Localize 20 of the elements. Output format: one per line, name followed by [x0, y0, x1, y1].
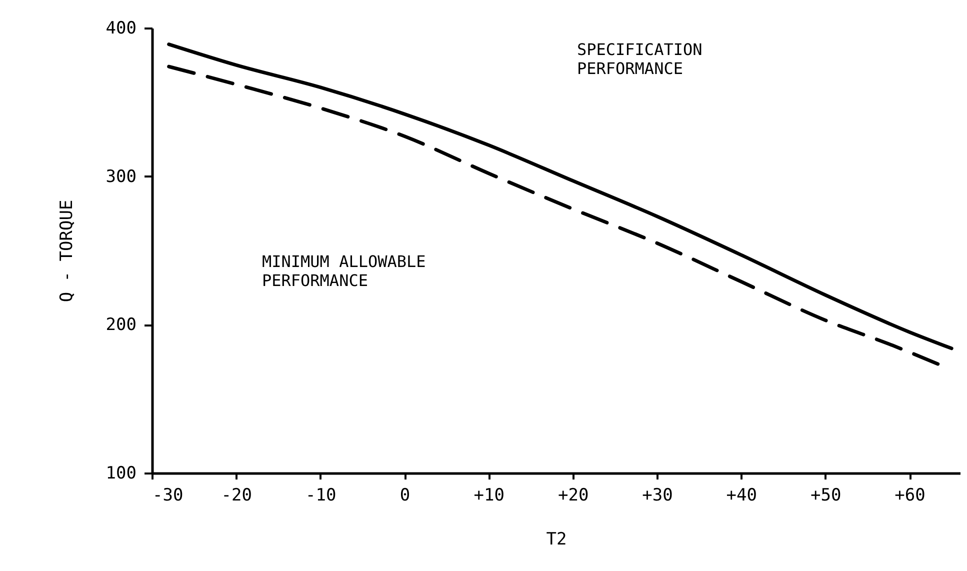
- x-tick-label: +60: [894, 486, 926, 506]
- y-tick-label: 300: [106, 166, 136, 187]
- y-tick-label: 400: [106, 18, 136, 38]
- annotation: PERFORMANCE: [262, 271, 368, 290]
- x-tick-label: +30: [642, 486, 673, 506]
- x-tick-label: -20: [221, 486, 252, 506]
- x-tick-label: +20: [558, 486, 589, 506]
- x-tick-label: +40: [726, 486, 758, 506]
- annotation: MINIMUM ALLOWABLE: [262, 252, 426, 271]
- x-tick-label: -30: [152, 486, 184, 506]
- x-tick-label: +50: [810, 486, 842, 506]
- y-tick-label: 100: [106, 464, 136, 484]
- x-axis-title: T2: [546, 530, 567, 550]
- y-tick-label: 200: [106, 315, 136, 336]
- x-tick-label: 0: [400, 486, 410, 506]
- x-tick-label: -10: [305, 486, 336, 506]
- annotation: PERFORMANCE: [577, 59, 683, 78]
- y-axis-title: Q - TORQUE: [56, 200, 77, 302]
- annotation: SPECIFICATION: [577, 40, 702, 59]
- x-tick-label: +10: [474, 486, 505, 506]
